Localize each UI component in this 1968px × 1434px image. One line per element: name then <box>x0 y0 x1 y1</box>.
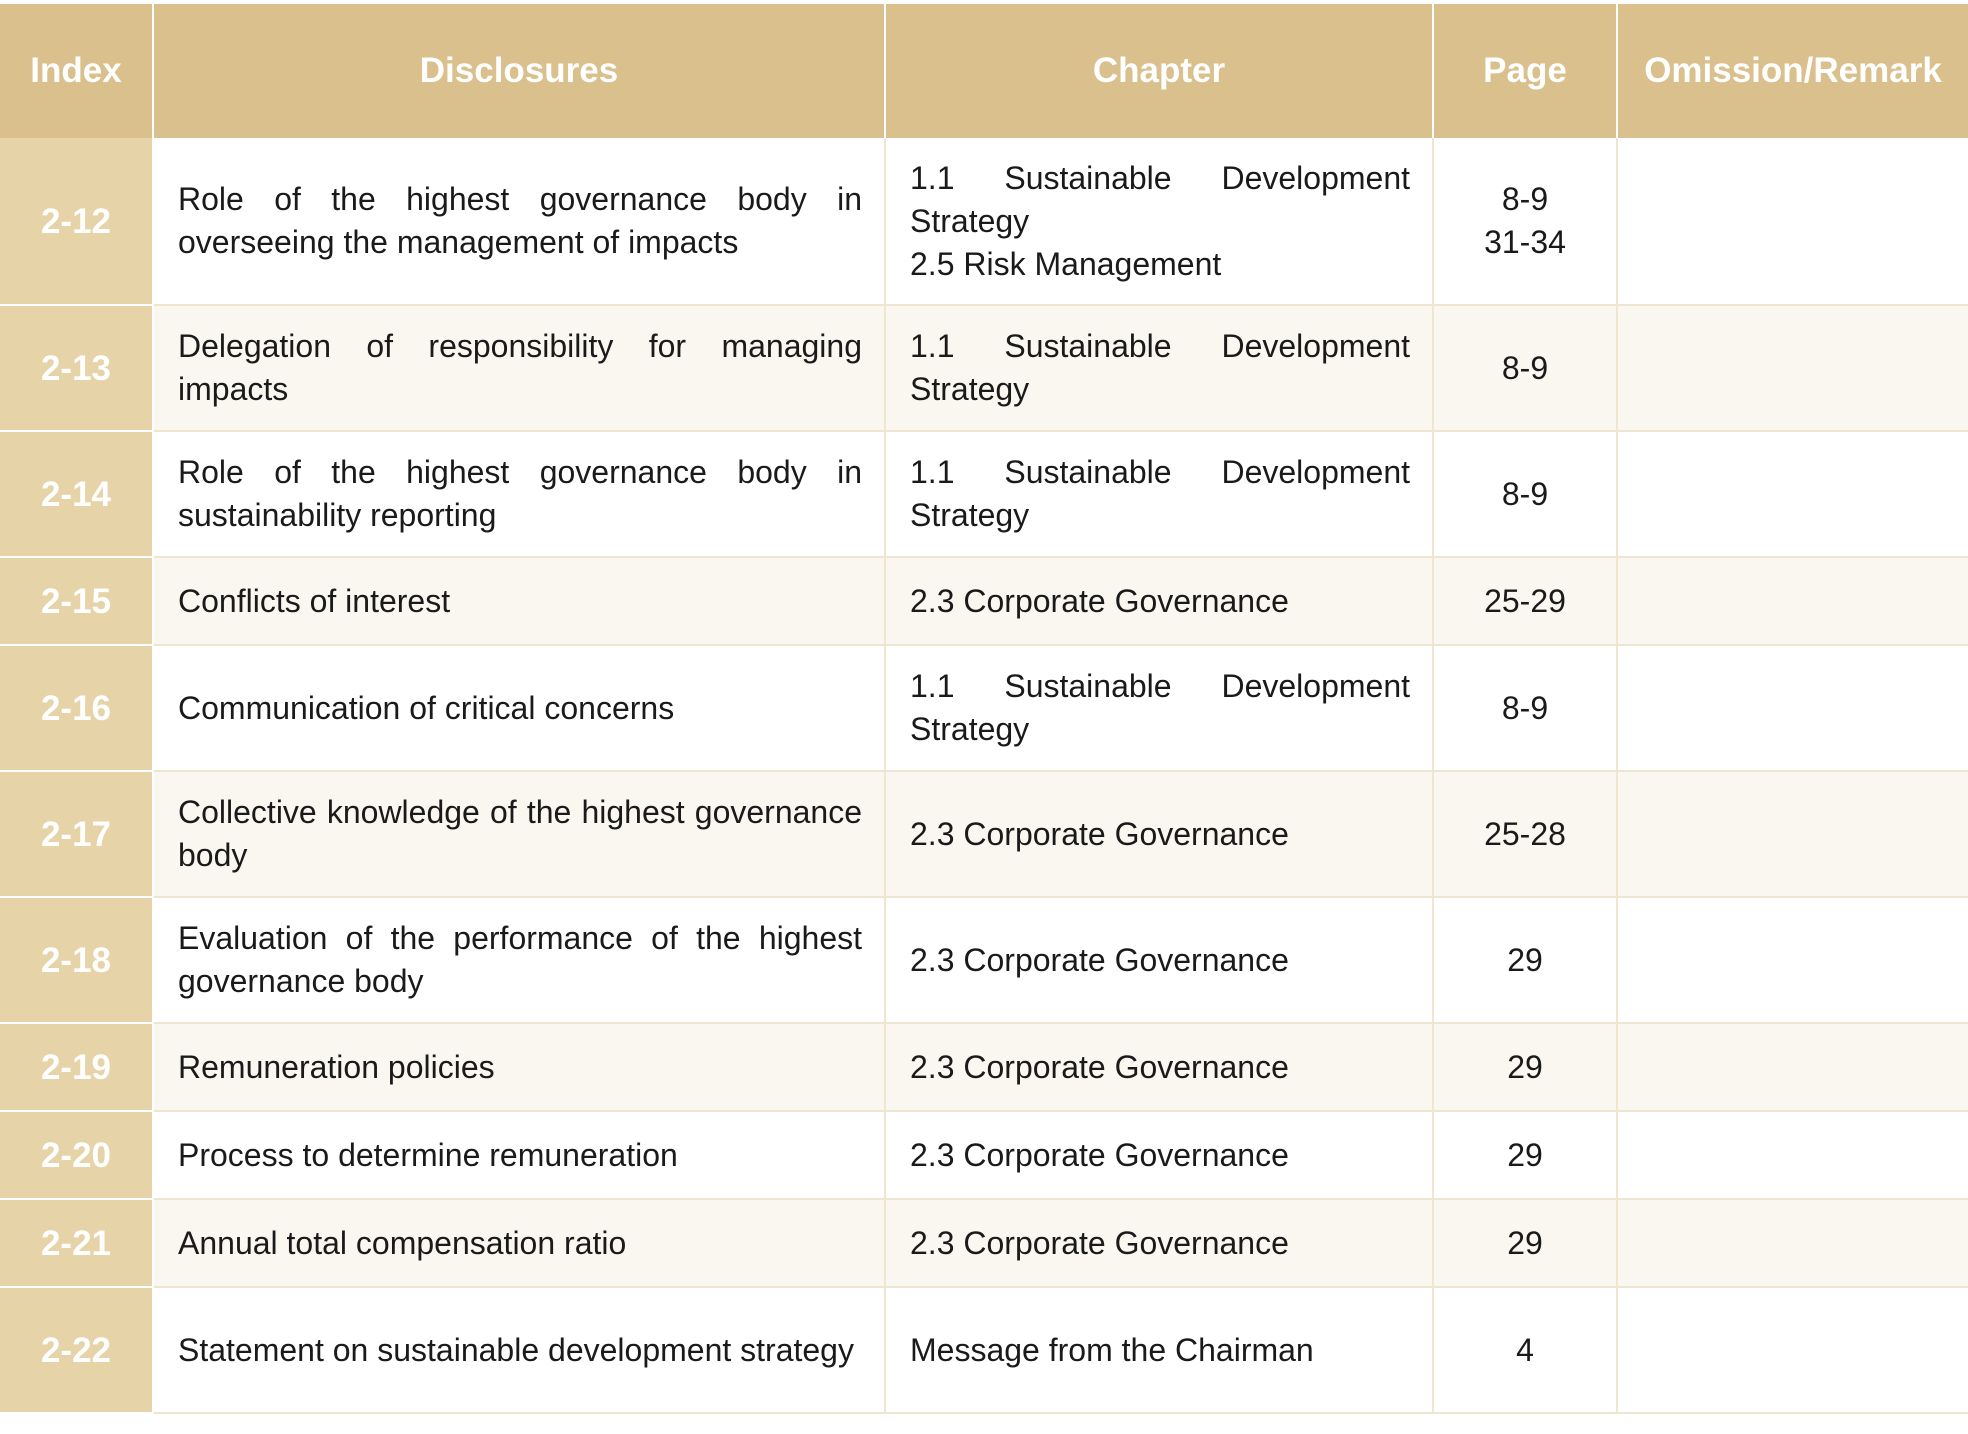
chapter-reference: 1.1 Sustainable Development Strategy <box>910 454 1410 533</box>
disclosure-cell: Evaluation of the performance of the hig… <box>153 897 886 1024</box>
chapter-reference: 1.1 Sustainable Development Strategy <box>910 668 1410 747</box>
index-cell: 2-19 <box>0 1023 154 1112</box>
header-page: Page <box>1433 4 1618 138</box>
chapter-reference: 2.3 Corporate Governance <box>910 1136 1289 1173</box>
page-cell: 4 <box>1433 1287 1618 1414</box>
omission-remark-cell <box>1617 1111 1968 1200</box>
chapter-cell: 1.1 Sustainable Development Strategy 2.5 … <box>885 138 1434 306</box>
page-reference: 29 <box>1507 1048 1543 1085</box>
disclosure-cell: Annual total compensation ratio <box>153 1199 886 1288</box>
chapter-reference: 2.3 Corporate Governance <box>910 815 1289 852</box>
table-header: Index Disclosures Chapter Page Omission/… <box>0 4 1968 138</box>
index-cell: 2-20 <box>0 1111 154 1200</box>
page-cell: 29 <box>1433 1111 1618 1200</box>
chapter-cell: 2.3 Corporate Governance <box>885 1199 1434 1288</box>
header-disclosures: Disclosures <box>153 4 886 138</box>
page-reference: 8-9 <box>1501 475 1549 512</box>
header-row: Index Disclosures Chapter Page Omission/… <box>0 4 1968 138</box>
disclosure-cell: Communication of critical concerns <box>153 645 886 772</box>
disclosure-cell: Collective knowledge of the highest gove… <box>153 771 886 898</box>
chapter-reference: Message from the Chairman <box>910 1331 1314 1368</box>
table-row: 2-17 Collective knowledge of the highest … <box>0 771 1968 898</box>
disclosure-cell: Remuneration policies <box>153 1023 886 1112</box>
page-cell: 29 <box>1433 897 1618 1024</box>
omission-remark-cell <box>1617 557 1968 646</box>
index-cell: 2-22 <box>0 1287 154 1414</box>
table-row: 2-22 Statement on sustainable development… <box>0 1287 1968 1414</box>
omission-remark-cell <box>1617 1023 1968 1112</box>
header-omission-remark: Omission/Remark <box>1617 4 1968 138</box>
page-cell: 29 <box>1433 1023 1618 1112</box>
disclosure-cell: Process to determine remuneration <box>153 1111 886 1200</box>
chapter-cell: 1.1 Sustainable Development Strategy <box>885 431 1434 558</box>
chapter-cell: 1.1 Sustainable Development Strategy <box>885 645 1434 772</box>
disclosure-cell: Role of the highest governance body in s… <box>153 431 886 558</box>
header-chapter: Chapter <box>885 4 1434 138</box>
header-index: Index <box>0 4 154 138</box>
table-row: 2-12 Role of the highest governance body … <box>0 138 1968 306</box>
page-reference: 29 <box>1507 941 1543 978</box>
chapter-cell: 2.3 Corporate Governance <box>885 1111 1434 1200</box>
omission-remark-cell <box>1617 1287 1968 1414</box>
page-reference: 8-9 <box>1501 181 1549 217</box>
chapter-reference: 2.3 Corporate Governance <box>910 1048 1289 1085</box>
omission-remark-cell <box>1617 305 1968 432</box>
page-cell: 8-9 <box>1433 305 1618 432</box>
table-body: 2-12 Role of the highest governance body … <box>0 138 1968 1414</box>
page-cell: 25-29 <box>1433 557 1618 646</box>
page-cell: 8-9 <box>1433 431 1618 558</box>
chapter-cell: 2.3 Corporate Governance <box>885 771 1434 898</box>
index-cell: 2-18 <box>0 897 154 1024</box>
omission-remark-cell <box>1617 897 1968 1024</box>
omission-remark-cell <box>1617 1199 1968 1288</box>
chapter-cell: 2.3 Corporate Governance <box>885 557 1434 646</box>
disclosure-cell: Conflicts of interest <box>153 557 886 646</box>
index-cell: 2-17 <box>0 771 154 898</box>
page-cell: 8-9 <box>1433 645 1618 772</box>
page-reference: 31-34 <box>1484 224 1566 260</box>
omission-remark-cell <box>1617 138 1968 306</box>
index-cell: 2-16 <box>0 645 154 772</box>
table-row: 2-18 Evaluation of the performance of the… <box>0 897 1968 1024</box>
page-cell: 25-28 <box>1433 771 1618 898</box>
chapter-cell: 1.1 Sustainable Development Strategy <box>885 305 1434 432</box>
index-cell: 2-21 <box>0 1199 154 1288</box>
index-cell: 2-15 <box>0 557 154 646</box>
chapter-reference: 2.5 Risk Management <box>910 245 1222 282</box>
chapter-reference: 1.1 Sustainable Development Strategy <box>910 328 1410 407</box>
page-reference: 29 <box>1507 1224 1543 1261</box>
page-reference: 8-9 <box>1501 689 1549 726</box>
index-cell: 2-13 <box>0 305 154 432</box>
chapter-cell: 2.3 Corporate Governance <box>885 897 1434 1024</box>
index-cell: 2-14 <box>0 431 154 558</box>
chapter-cell: Message from the Chairman <box>885 1287 1434 1414</box>
page-reference: 29 <box>1507 1136 1543 1173</box>
chapter-reference: 2.3 Corporate Governance <box>910 1224 1289 1261</box>
chapter-reference: 1.1 Sustainable Development Strategy <box>910 159 1410 239</box>
page-cell: 29 <box>1433 1199 1618 1288</box>
gri-content-index-table: Index Disclosures Chapter Page Omission/… <box>0 4 1968 1414</box>
chapter-cell: 2.3 Corporate Governance <box>885 1023 1434 1112</box>
page-reference: 8-9 <box>1501 349 1549 386</box>
table-row: 2-21 Annual total compensation ratio 2.3 C… <box>0 1199 1968 1288</box>
table-row: 2-13 Delegation of responsibility for man… <box>0 305 1968 432</box>
omission-remark-cell <box>1617 431 1968 558</box>
page-reference: 4 <box>1516 1331 1534 1368</box>
disclosure-cell: Delegation of responsibility for managin… <box>153 305 886 432</box>
chapter-reference: 2.3 Corporate Governance <box>910 941 1289 978</box>
table-row: 2-15 Conflicts of interest 2.3 Corporate G… <box>0 557 1968 646</box>
index-cell: 2-12 <box>0 138 154 306</box>
table-row: 2-19 Remuneration policies 2.3 Corporate G… <box>0 1023 1968 1112</box>
page-cell: 8-9 31-34 <box>1433 138 1618 306</box>
table-row: 2-14 Role of the highest governance body … <box>0 431 1968 558</box>
table-row: 2-16 Communication of critical concerns 1.… <box>0 645 1968 772</box>
page-reference: 25-29 <box>1484 582 1566 619</box>
disclosure-cell: Statement on sustainable development str… <box>153 1287 886 1414</box>
disclosure-cell: Role of the highest governance body in o… <box>153 138 886 306</box>
omission-remark-cell <box>1617 645 1968 772</box>
table-row: 2-20 Process to determine remuneration 2.3… <box>0 1111 1968 1200</box>
omission-remark-cell <box>1617 771 1968 898</box>
chapter-reference: 2.3 Corporate Governance <box>910 582 1289 619</box>
page-reference: 25-28 <box>1484 815 1566 852</box>
